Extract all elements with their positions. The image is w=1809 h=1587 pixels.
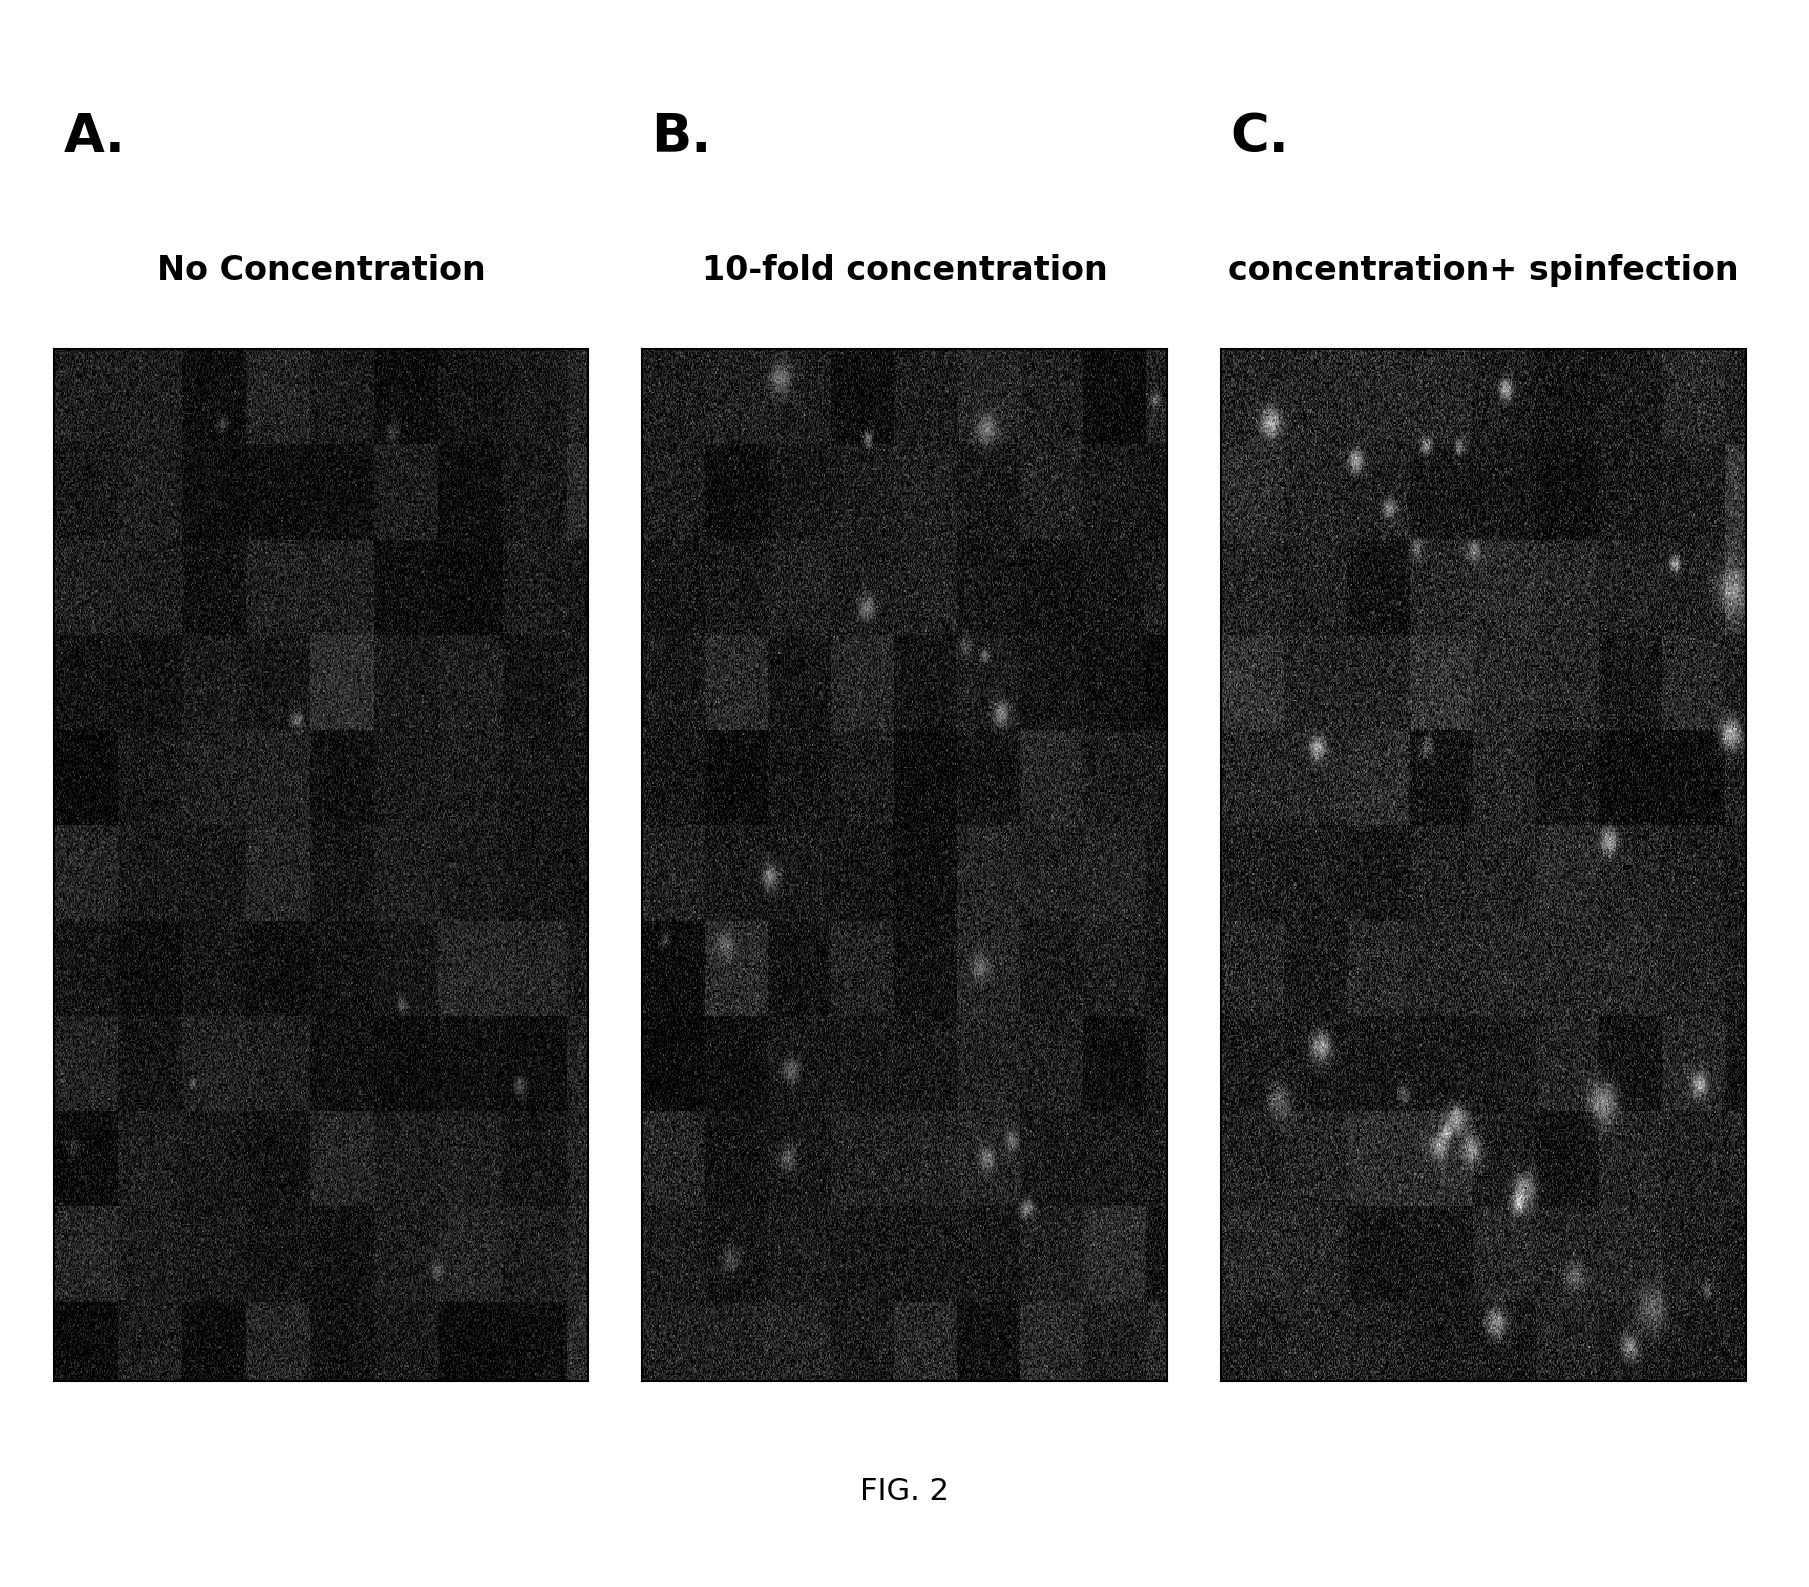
Text: 10-fold concentration: 10-fold concentration — [702, 254, 1107, 287]
Text: B.: B. — [651, 111, 711, 163]
Text: concentration+ spinfection: concentration+ spinfection — [1228, 254, 1738, 287]
Text: A.: A. — [63, 111, 125, 163]
Text: FIG. 2: FIG. 2 — [859, 1477, 950, 1506]
Text: C.: C. — [1230, 111, 1288, 163]
Text: No Concentration: No Concentration — [157, 254, 485, 287]
